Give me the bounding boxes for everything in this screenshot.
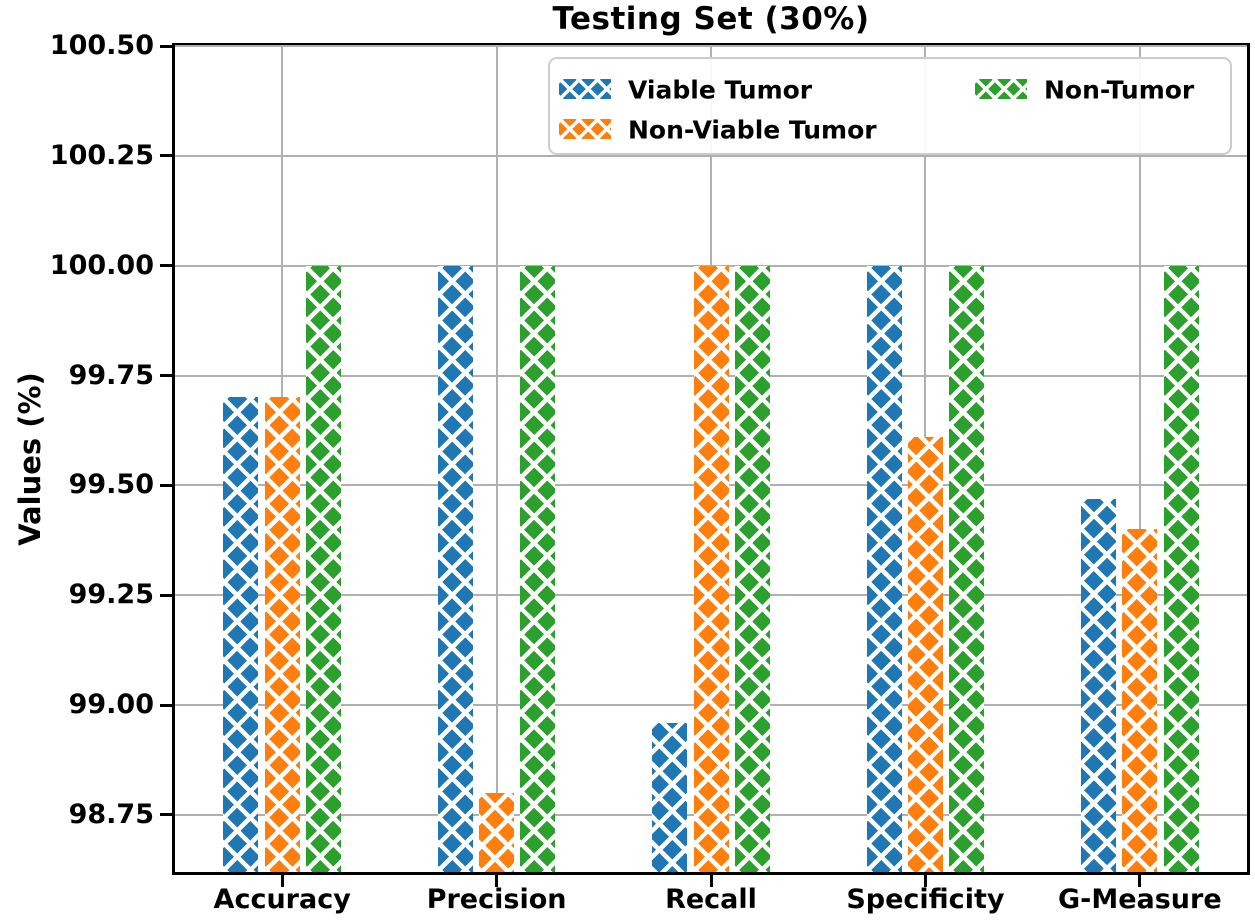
y-tick-label: 99.25 bbox=[68, 579, 154, 611]
bar-non-tumor-accuracy bbox=[306, 265, 341, 872]
bar-non-tumor-g-measure bbox=[1163, 265, 1199, 872]
gridline-vertical bbox=[1138, 46, 1141, 872]
y-axis-label: Values (%) bbox=[13, 372, 47, 546]
y-tick-label: 100.25 bbox=[49, 139, 154, 171]
x-tick-label: Accuracy bbox=[213, 884, 351, 915]
y-tick bbox=[160, 813, 172, 817]
plot-area bbox=[172, 43, 1250, 875]
bar-viable-tumor-g-measure bbox=[1081, 498, 1116, 872]
y-tick bbox=[160, 264, 172, 268]
legend-swatch-viable-tumor bbox=[559, 79, 611, 99]
legend-swatch-non-tumor bbox=[975, 79, 1027, 99]
legend-label-non-tumor: Non-Tumor bbox=[1044, 75, 1195, 105]
bar-non-viable-tumor-specificity bbox=[907, 437, 943, 872]
x-tick bbox=[709, 875, 713, 887]
y-tick-label: 99.75 bbox=[68, 359, 154, 391]
y-tick-label: 99.00 bbox=[68, 688, 154, 720]
bar-non-viable-tumor-accuracy bbox=[264, 397, 300, 872]
bar-non-tumor-specificity bbox=[949, 265, 985, 872]
y-tick bbox=[160, 703, 172, 707]
x-tick-label: Specificity bbox=[846, 884, 1005, 915]
y-tick-label: 98.75 bbox=[68, 798, 154, 830]
legend-label-viable-tumor: Viable Tumor bbox=[628, 75, 813, 105]
bar-non-viable-tumor-precision bbox=[479, 792, 515, 872]
x-tick bbox=[1138, 875, 1142, 887]
legend-label-non-viable-tumor: Non-Viable Tumor bbox=[628, 115, 877, 145]
y-tick-label: 100.50 bbox=[49, 29, 154, 61]
x-tick-label: Precision bbox=[426, 884, 567, 915]
legend: Viable Tumor Non-Viable Tumor Non-Tumor bbox=[548, 57, 1232, 155]
y-tick-label: 100.00 bbox=[49, 249, 154, 281]
bar-non-viable-tumor-recall bbox=[693, 265, 729, 872]
y-tick bbox=[160, 483, 172, 487]
y-tick bbox=[160, 374, 172, 378]
bar-viable-tumor-specificity bbox=[866, 265, 902, 872]
x-tick bbox=[280, 875, 284, 887]
y-tick bbox=[160, 154, 172, 158]
gridline-vertical bbox=[495, 46, 498, 872]
bar-non-tumor-precision bbox=[520, 265, 556, 872]
bar-viable-tumor-precision bbox=[437, 265, 473, 872]
y-tick-label: 99.50 bbox=[68, 469, 154, 501]
bar-non-viable-tumor-g-measure bbox=[1122, 529, 1158, 872]
bar-non-tumor-recall bbox=[734, 265, 770, 872]
y-tick bbox=[160, 593, 172, 597]
x-tick bbox=[923, 875, 927, 887]
chart-title: Testing Set (30%) bbox=[552, 1, 870, 37]
y-tick bbox=[160, 44, 172, 48]
legend-swatch-non-viable-tumor bbox=[559, 119, 611, 139]
bar-viable-tumor-recall bbox=[652, 722, 688, 872]
x-tick-label: Recall bbox=[665, 884, 757, 915]
x-tick-label: G-Measure bbox=[1057, 884, 1222, 915]
x-tick bbox=[495, 875, 499, 887]
bar-viable-tumor-accuracy bbox=[223, 397, 259, 872]
